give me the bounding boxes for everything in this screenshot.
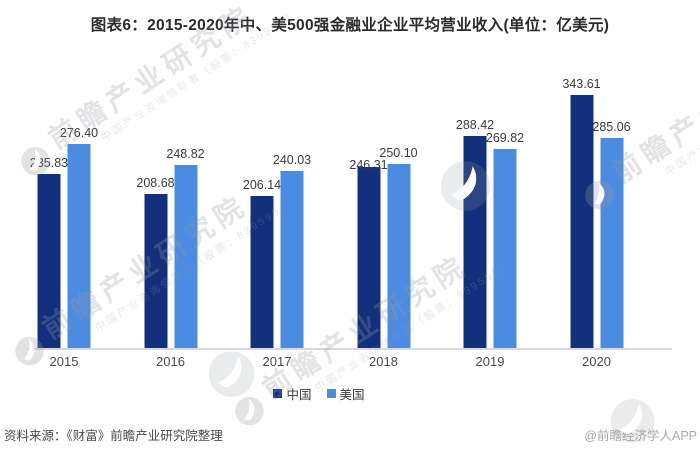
legend-item-china: 中国 <box>273 384 312 403</box>
bar-usa-2016: 248.82 <box>166 147 205 348</box>
bar-usa-2017: 240.03 <box>273 153 311 348</box>
value-label-usa-2019: 269.82 <box>485 131 525 146</box>
value-label-usa-2020: 285.06 <box>592 120 631 134</box>
x-axis-label-2018: 2018 <box>369 354 398 369</box>
legend-swatch-icon <box>326 389 336 398</box>
legend-item-usa: 美国 <box>326 384 365 403</box>
value-label-usa-2015: 276.40 <box>59 126 99 141</box>
bar-usa-2020: 285.06 <box>592 120 631 348</box>
bar-usa-2015: 276.40 <box>60 126 98 348</box>
value-label-china-2016: 208.68 <box>136 176 175 191</box>
bar-china-2017: 206.14 <box>243 178 281 348</box>
value-label-usa-2016: 248.82 <box>166 146 205 161</box>
bar-group-2015: 235.83 276.40 2015 <box>30 126 98 369</box>
bar-group-2018: 246.31 250.10 2018 <box>349 146 418 369</box>
legend-label-usa: 美国 <box>339 388 365 402</box>
bar-group-2019: 288.42 269.82 2019 <box>456 118 524 370</box>
bar-group-2020: 343.61 285.06 2020 <box>562 77 631 369</box>
chart-title: 图表6：2015-2020年中、美500强金融业企业平均营业收入(单位：亿美元) <box>90 17 610 34</box>
bar-china-2018: 246.31 <box>349 158 388 348</box>
bar-group-2017: 206.14 240.03 2017 <box>243 153 311 369</box>
credit-note: @前瞻经济学人APP <box>584 429 697 443</box>
x-axis-label-2019: 2019 <box>475 354 505 369</box>
bar-chart-plot-area: 235.83 276.40 2015 208.68 248.82 2016 206.14 24… <box>28 68 672 370</box>
x-axis-label-2017: 2017 <box>262 354 292 369</box>
source-note: 资料来源：《财富》前瞻产业研究院整理 <box>4 429 223 443</box>
legend-swatch-icon <box>273 389 283 398</box>
chart-legend: 中国 美国 <box>0 384 700 403</box>
value-label-china-2018: 246.31 <box>349 157 388 172</box>
bar-china-2015: 235.83 <box>30 156 68 348</box>
legend-label-china: 中国 <box>286 388 312 402</box>
value-label-china-2019: 288.42 <box>455 117 495 132</box>
bar-china-2019: 288.42 <box>456 118 494 348</box>
value-label-china-2020: 343.61 <box>562 76 601 91</box>
bar-china-2020: 343.61 <box>562 77 601 348</box>
value-label-usa-2018: 250.10 <box>379 145 418 160</box>
footer: 资料来源：《财富》前瞻产业研究院整理 @前瞻经济学人APP <box>4 425 697 444</box>
value-label-usa-2017: 240.03 <box>272 153 312 168</box>
x-axis-label-2015: 2015 <box>49 354 79 369</box>
bar-china-2016: 208.68 <box>136 176 175 348</box>
bar-usa-2018: 250.10 <box>379 146 418 348</box>
value-label-china-2015: 235.83 <box>29 156 69 171</box>
x-axis-label-2020: 2020 <box>582 354 611 369</box>
x-axis-label-2016: 2016 <box>156 354 185 369</box>
bar-usa-2019: 269.82 <box>486 131 524 348</box>
bar-group-2016: 208.68 248.82 2016 <box>136 147 205 369</box>
value-label-china-2017: 206.14 <box>242 178 282 193</box>
